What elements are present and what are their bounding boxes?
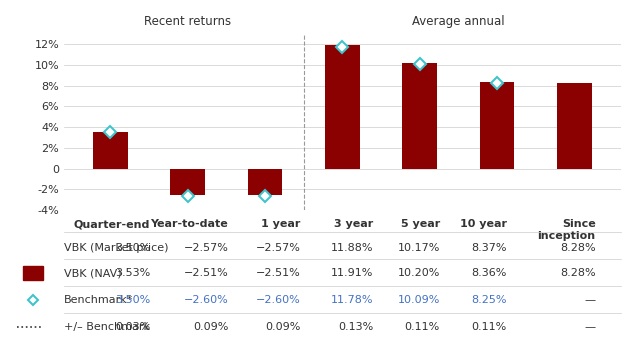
- Text: 0.11%: 0.11%: [404, 322, 440, 333]
- Text: Since
inception: Since inception: [538, 219, 596, 241]
- Text: Quarter-end: Quarter-end: [74, 219, 150, 229]
- Text: 10.09%: 10.09%: [397, 295, 440, 305]
- Text: Year-to-date: Year-to-date: [150, 219, 228, 229]
- Bar: [403, 63, 437, 169]
- Text: 0.09%: 0.09%: [193, 322, 228, 333]
- Text: −2.51%: −2.51%: [184, 268, 228, 278]
- Text: 11.91%: 11.91%: [331, 268, 373, 278]
- Bar: [479, 82, 515, 169]
- Bar: [248, 169, 282, 195]
- Text: 1 year: 1 year: [261, 219, 301, 229]
- Text: −2.51%: −2.51%: [256, 268, 301, 278]
- Text: +/– Benchmark: +/– Benchmark: [64, 322, 150, 333]
- Bar: [557, 83, 592, 169]
- Text: 10 year: 10 year: [460, 219, 507, 229]
- Bar: [325, 45, 360, 169]
- Text: 8.28%: 8.28%: [560, 268, 596, 278]
- Text: 3.50%: 3.50%: [115, 295, 150, 305]
- Text: 3.50%: 3.50%: [115, 242, 150, 253]
- Text: 0.11%: 0.11%: [472, 322, 507, 333]
- Text: 3.53%: 3.53%: [115, 268, 150, 278]
- Text: 0.09%: 0.09%: [265, 322, 301, 333]
- Text: 5 year: 5 year: [401, 219, 440, 229]
- Text: −2.57%: −2.57%: [184, 242, 228, 253]
- Text: Average annual: Average annual: [412, 15, 505, 28]
- Text: 11.78%: 11.78%: [330, 295, 373, 305]
- Text: —: —: [584, 322, 596, 333]
- Text: VBK (NAV): VBK (NAV): [64, 268, 122, 278]
- Text: 8.25%: 8.25%: [471, 295, 507, 305]
- Text: −2.60%: −2.60%: [256, 295, 301, 305]
- Text: 8.37%: 8.37%: [471, 242, 507, 253]
- Bar: [93, 132, 128, 169]
- Text: 0.13%: 0.13%: [338, 322, 373, 333]
- Text: 10.20%: 10.20%: [397, 268, 440, 278]
- Text: 10.17%: 10.17%: [397, 242, 440, 253]
- Text: 0.03%: 0.03%: [115, 322, 150, 333]
- Bar: [23, 266, 44, 280]
- Text: 8.36%: 8.36%: [471, 268, 507, 278]
- Text: Benchmark*: Benchmark*: [64, 295, 133, 305]
- Text: Recent returns: Recent returns: [144, 15, 231, 28]
- Text: −2.57%: −2.57%: [256, 242, 301, 253]
- Bar: [170, 169, 205, 195]
- Text: 8.28%: 8.28%: [560, 242, 596, 253]
- Text: —: —: [584, 295, 596, 305]
- Text: −2.60%: −2.60%: [184, 295, 228, 305]
- Text: 11.88%: 11.88%: [330, 242, 373, 253]
- Text: 3 year: 3 year: [334, 219, 373, 229]
- Text: VBK (Market price): VBK (Market price): [64, 242, 168, 253]
